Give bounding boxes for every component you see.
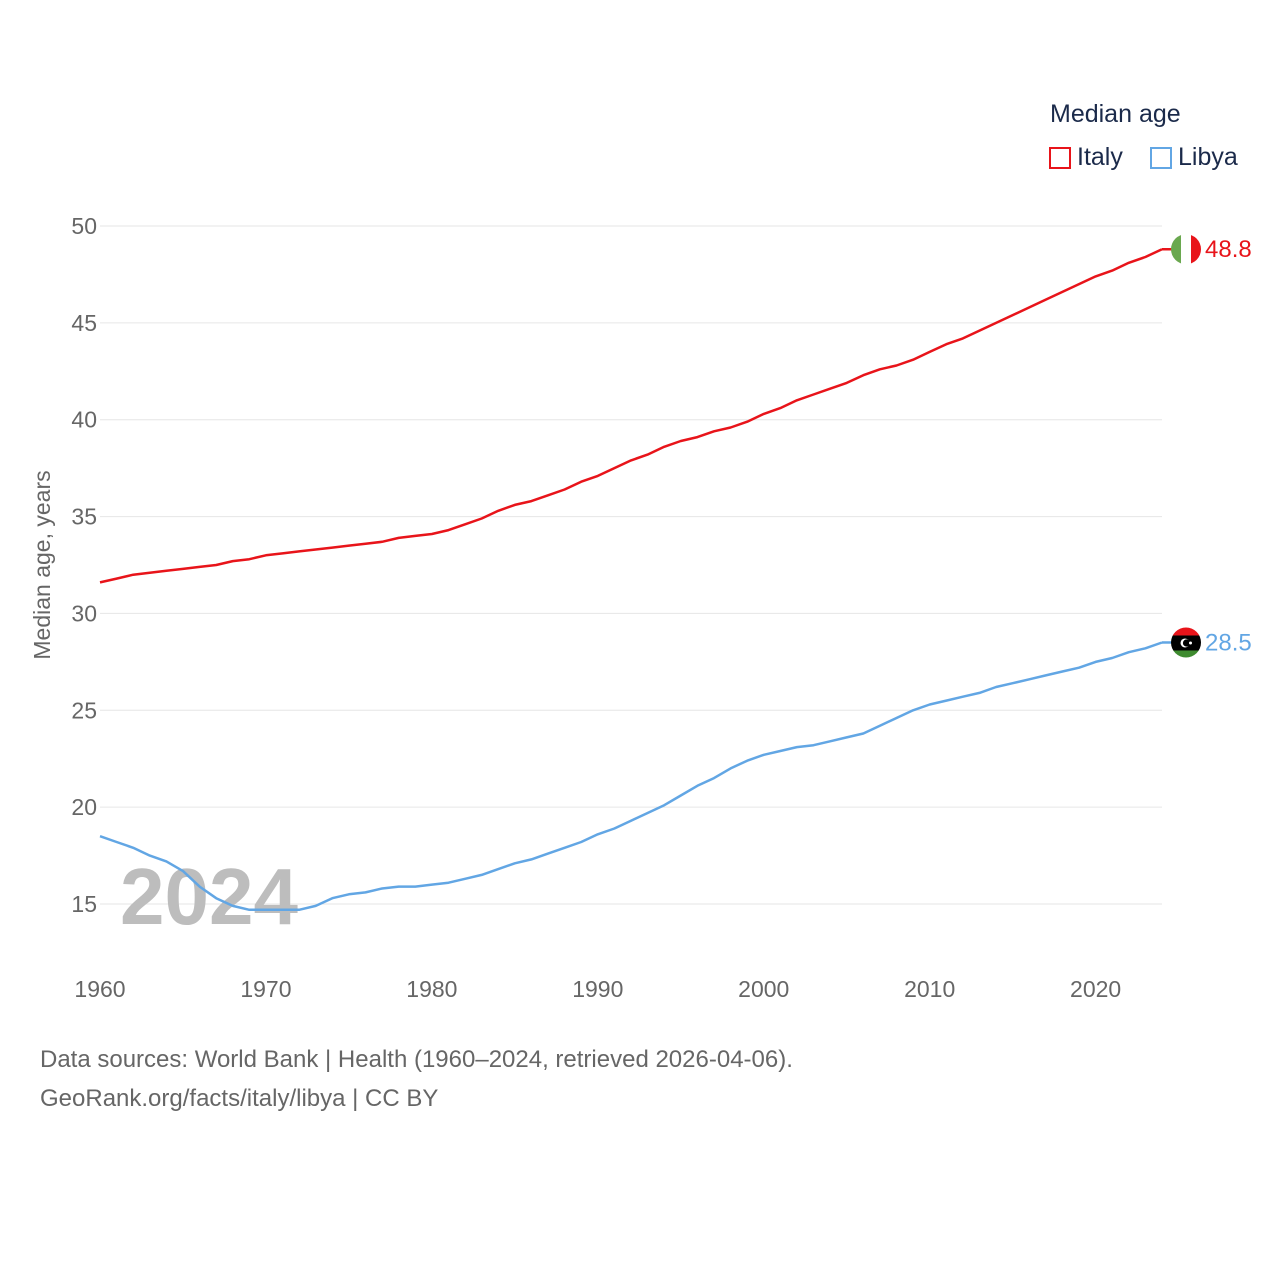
libya-flag-icon	[1171, 627, 1201, 658]
source-line-1: Data sources: World Bank | Health (1960–…	[40, 1046, 793, 1073]
x-tick-label: 1970	[240, 976, 291, 1002]
x-tick-label: 2000	[738, 976, 789, 1002]
source-line-2: GeoRank.org/facts/italy/libya | CC BY	[40, 1085, 439, 1112]
y-tick-label: 35	[71, 504, 97, 530]
y-axis-label: Median age, years	[29, 470, 55, 659]
series-line-libya	[99, 641, 1163, 912]
line-chart: 15 20 25 30 35 40 45 50 1960 1970 1980 1990 2000 2010…	[29, 213, 1252, 1002]
x-tick-label: 2010	[904, 976, 955, 1002]
x-tick-label: 1980	[406, 976, 457, 1002]
y-tick-label: 25	[71, 697, 97, 723]
legend-swatch-libya	[1150, 146, 1172, 169]
y-tick-label: 40	[71, 407, 97, 433]
y-tick-label: 15	[71, 891, 97, 917]
y-tick-label: 20	[71, 794, 97, 820]
x-tick-label: 2020	[1070, 976, 1121, 1002]
legend-title: Median age	[1050, 100, 1181, 128]
x-tick-label: 1990	[572, 976, 623, 1002]
legend-swatch-italy	[1049, 146, 1071, 169]
legend-label-italy: Italy	[1077, 143, 1123, 171]
y-tick-label: 50	[71, 213, 97, 239]
end-value-label-libya: 28.5	[1205, 629, 1252, 656]
end-value-label-italy: 48.8	[1205, 236, 1252, 263]
x-tick-label: 1960	[74, 976, 125, 1002]
year-watermark: 2024	[120, 852, 298, 941]
series-line-italy	[99, 248, 1163, 584]
legend-item-libya[interactable]: Libya	[1150, 143, 1238, 172]
legend-label-libya: Libya	[1178, 143, 1238, 171]
legend-item-italy[interactable]: Italy	[1049, 143, 1123, 172]
italy-flag-icon	[1171, 234, 1201, 265]
y-tick-label: 30	[71, 600, 97, 626]
y-tick-label: 45	[71, 310, 97, 336]
